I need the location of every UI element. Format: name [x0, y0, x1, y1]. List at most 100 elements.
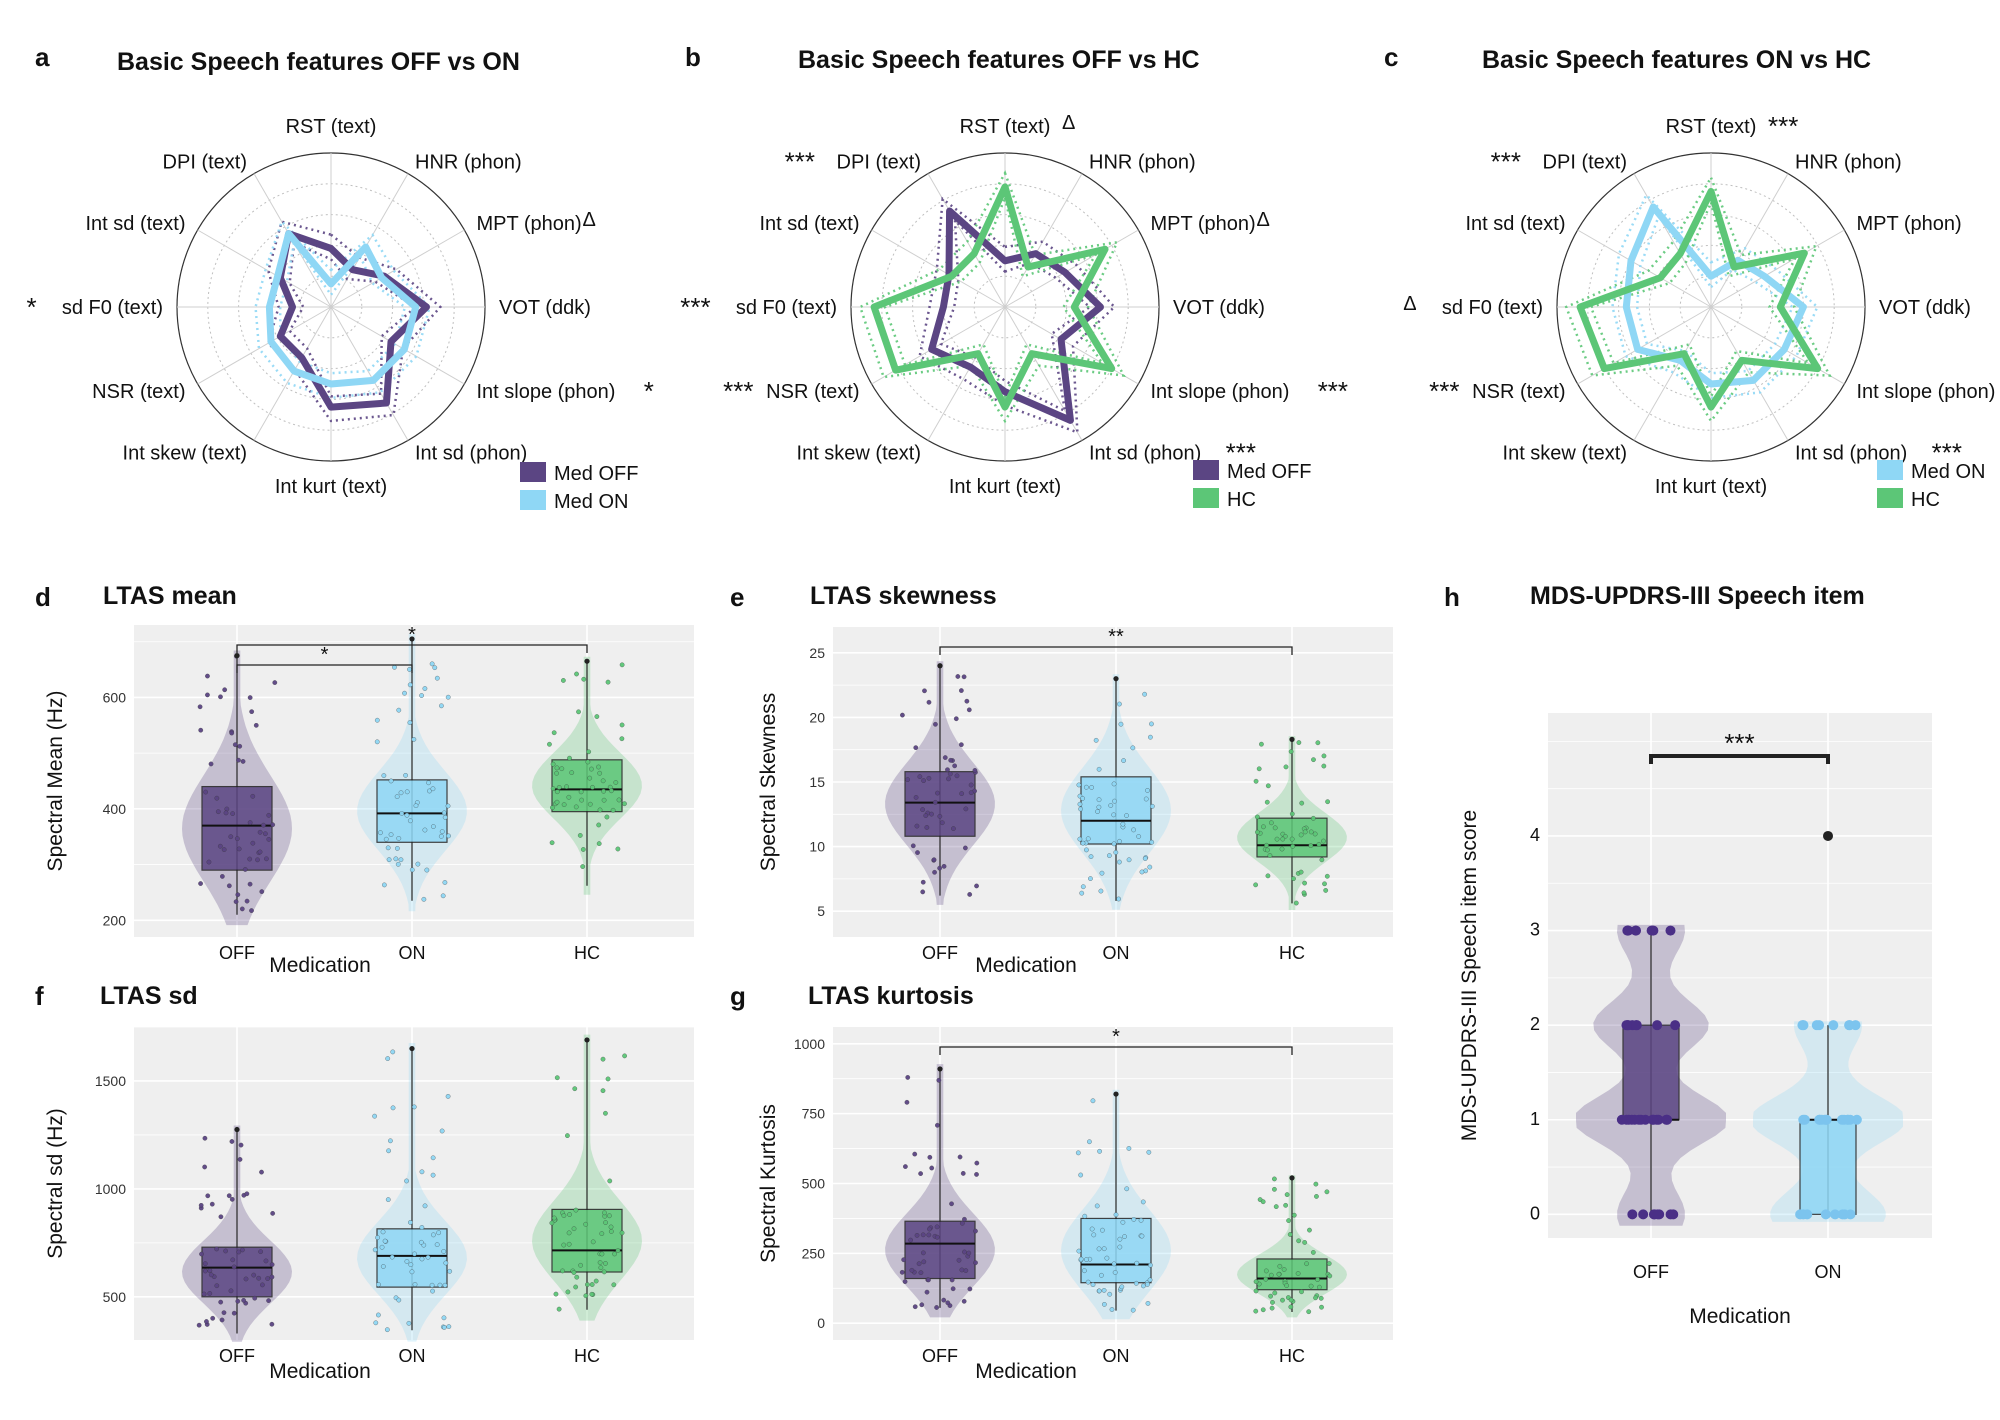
data-point	[1296, 740, 1302, 745]
data-point	[619, 1230, 625, 1236]
data-point	[596, 822, 602, 828]
data-point	[1321, 753, 1327, 759]
data-point	[1134, 1260, 1140, 1266]
points-on	[1075, 1091, 1153, 1313]
data-point	[442, 1282, 448, 1288]
outlier-point	[1113, 676, 1119, 682]
data-point	[583, 1293, 589, 1299]
data-point	[967, 1286, 973, 1292]
data-point	[1078, 1172, 1084, 1178]
data-point	[918, 1171, 923, 1176]
data-point	[441, 1249, 447, 1254]
data-point	[208, 761, 214, 767]
data-point	[233, 899, 239, 905]
data-point	[1099, 1272, 1104, 1278]
significance-label: *	[1112, 1026, 1120, 1048]
data-point	[902, 1279, 908, 1284]
data-point	[590, 1239, 596, 1245]
data-point	[909, 1267, 915, 1273]
panel-title: Basic Speech features ON vs HC	[1482, 46, 1871, 74]
data-point	[445, 694, 451, 700]
radar-spoke	[927, 306, 1006, 441]
data-point	[272, 680, 278, 685]
data-point	[569, 770, 575, 775]
data-point	[388, 832, 394, 837]
data-point	[214, 795, 220, 801]
data-point	[202, 1135, 208, 1141]
data-point	[1148, 1262, 1153, 1268]
data-point	[1312, 831, 1318, 837]
y-tick-label: 400	[103, 801, 127, 817]
data-point	[615, 846, 621, 852]
radar-axis-label: DPI (text)	[163, 152, 247, 174]
data-point	[1265, 847, 1270, 853]
data-point	[578, 1262, 583, 1268]
data-point	[601, 1269, 607, 1275]
data-point	[554, 765, 560, 771]
data-point	[1145, 788, 1150, 793]
data-point	[1293, 900, 1299, 906]
data-point	[1264, 799, 1270, 805]
data-point	[577, 833, 583, 838]
data-point	[952, 763, 957, 769]
data-point	[1112, 798, 1117, 804]
data-point	[226, 1193, 232, 1199]
data-point	[205, 692, 210, 698]
data-point	[1652, 1209, 1663, 1220]
data-point	[1284, 1192, 1290, 1197]
data-point	[1149, 839, 1155, 845]
data-point	[263, 831, 268, 837]
data-point	[605, 1076, 611, 1082]
data-point	[269, 1262, 275, 1267]
data-point	[1315, 1277, 1320, 1282]
panel-letter: f	[35, 981, 44, 1011]
data-point	[1078, 806, 1083, 812]
data-point	[1091, 1232, 1097, 1238]
data-point	[962, 1216, 967, 1222]
x-tick-label: OFF	[922, 943, 958, 963]
data-point	[422, 686, 428, 691]
data-point	[1272, 1186, 1277, 1192]
data-point	[554, 799, 560, 805]
data-point	[1260, 1307, 1266, 1313]
radar-ci-hc	[858, 170, 1126, 424]
radar-series-hc	[870, 183, 1116, 411]
data-point	[1260, 1199, 1266, 1205]
radar-spoke	[1710, 306, 1789, 441]
data-point	[270, 822, 276, 828]
radar-axis-label: Int sd (text)	[759, 213, 859, 235]
data-point	[1288, 749, 1294, 754]
data-point	[600, 778, 606, 784]
data-point	[937, 865, 942, 871]
data-point	[554, 770, 559, 776]
data-point	[1308, 843, 1314, 848]
data-point	[375, 1235, 380, 1240]
data-point	[1255, 814, 1260, 820]
legend-label: Med OFF	[554, 463, 638, 485]
data-point	[573, 1284, 579, 1290]
data-point	[379, 1244, 385, 1250]
y-tick-label: 1500	[95, 1073, 126, 1089]
x-tick-label: HC	[1279, 1346, 1305, 1366]
data-point	[926, 699, 932, 705]
data-point	[419, 1169, 425, 1175]
radar-significance-mark: ***	[1491, 147, 1521, 177]
data-point	[404, 812, 410, 818]
data-point	[571, 1270, 577, 1275]
data-point	[973, 1260, 978, 1266]
data-point	[380, 1264, 386, 1269]
data-point	[1094, 1203, 1100, 1209]
data-point	[1139, 1233, 1145, 1239]
radar-axis-label: MPT (phon)	[1856, 213, 1961, 235]
data-point	[247, 820, 253, 825]
data-point	[551, 1215, 557, 1221]
data-point	[424, 867, 430, 873]
radar-spoke	[1577, 229, 1712, 308]
data-point	[386, 1148, 391, 1154]
data-point	[611, 1282, 617, 1288]
radar-panel-b: b Basic Speech features OFF vs HC RST (tex…	[680, 42, 1348, 511]
data-point	[1117, 701, 1122, 707]
data-point	[1120, 821, 1126, 827]
data-point	[430, 1172, 436, 1178]
data-point	[376, 1282, 381, 1287]
